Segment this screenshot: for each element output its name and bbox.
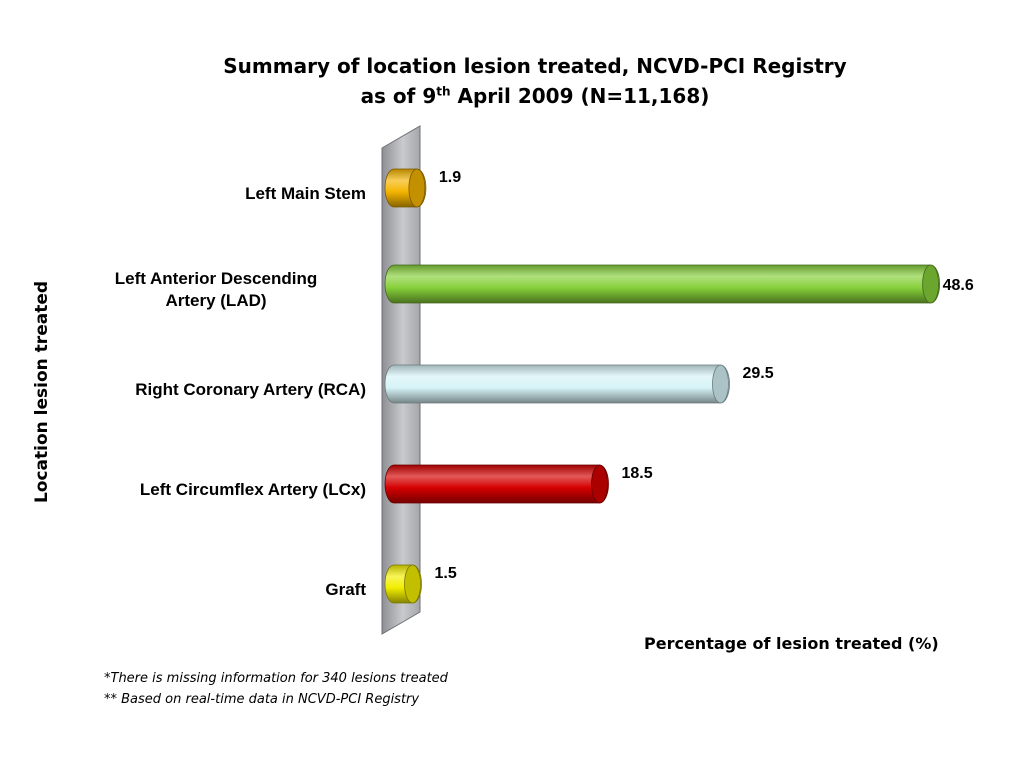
value-label: 1.9 [439, 169, 461, 186]
bar-end-cap [591, 464, 608, 504]
bar-end-cap [404, 564, 421, 604]
value-label: 18.5 [622, 465, 653, 482]
category-label-line: Artery (LAD) [165, 291, 267, 310]
bar-0 [384, 168, 427, 208]
category-label: Left Circumflex Artery (LCx) [66, 479, 366, 501]
subtitle-prefix: as of 9 [360, 84, 437, 108]
category-label-line: Left Main Stem [245, 184, 366, 203]
chart-title: Summary of location lesion treated, NCVD… [223, 54, 847, 78]
subtitle-sup: th [436, 84, 451, 99]
category-label: Left Anterior Descending Artery (LAD) [66, 268, 366, 312]
category-label: Graft [66, 579, 366, 601]
bar-1 [384, 264, 940, 304]
category-label: Left Main Stem [66, 183, 366, 205]
bar-end-cap [922, 264, 939, 304]
category-label-line: Graft [325, 580, 366, 599]
value-label: 29.5 [743, 365, 774, 382]
category-label: Right Coronary Artery (RCA) [66, 379, 366, 401]
x-axis-label: Percentage of lesion treated (%) [644, 634, 939, 653]
chart-subtitle: as of 9th April 2009 (N=11,168) [0, 84, 1024, 108]
footnote-missing-info: *There is missing information for 340 le… [104, 671, 448, 686]
y-axis-label: Location lesion treated [32, 280, 52, 504]
category-label-line: Right Coronary Artery (RCA) [135, 380, 366, 399]
category-label-line: Left Circumflex Artery (LCx) [139, 480, 366, 499]
category-label-line: Left Anterior Descending [114, 269, 318, 288]
bar-end-cap [712, 364, 729, 404]
value-label: 48.6 [943, 277, 974, 294]
bar-2 [384, 364, 730, 404]
footnote-data-source: ** Based on real-time data in NCVD-PCI R… [104, 692, 420, 707]
bar-3 [384, 464, 609, 504]
bar-body [384, 264, 940, 304]
bar-body [384, 464, 609, 504]
bar-4 [384, 564, 422, 604]
bar-end-cap [408, 168, 426, 208]
subtitle-suffix: April 2009 (N=11,168) [450, 84, 710, 108]
bar-body [384, 364, 730, 404]
value-label: 1.5 [435, 565, 457, 582]
